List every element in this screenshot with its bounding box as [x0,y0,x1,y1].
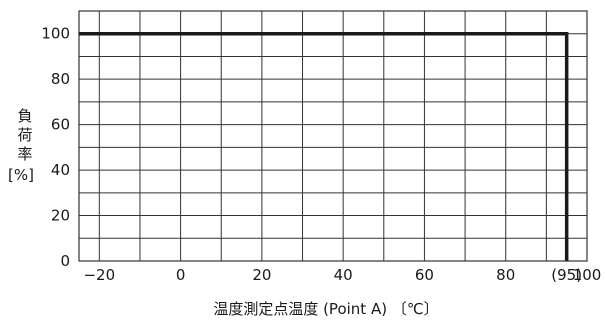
y-axis-title: 負荷率 [%] [8,107,34,184]
x-tick-label: 60 [415,266,434,284]
x-tick-labels: −20 0 20 40 60 80 (95)100 [83,266,601,284]
plot-border [78,10,588,262]
y-axis-title-char: 荷 [17,126,32,144]
x-tick-label: −20 [83,266,115,284]
plot-frame [78,10,588,262]
x-axis-title: 温度測定点温度 (Point A) 〔℃〕 [213,300,438,318]
y-tick-labels: 0 20 40 60 80 100 [41,25,70,270]
y-axis-title-char: 負 [17,107,32,125]
x-tick-label: 20 [252,266,271,284]
y-tick-label: 40 [51,161,70,179]
x-tick-label: 100 [573,266,602,284]
x-tick-label: 40 [334,266,353,284]
y-tick-label: 20 [51,207,70,225]
x-tick-label: 0 [176,266,186,284]
y-tick-label: 100 [41,25,70,43]
series-line-0 [79,31,569,261]
grid [79,10,588,262]
series-layer [79,31,569,261]
y-tick-label: 80 [51,70,70,88]
x-tick-label: 80 [496,266,515,284]
x-tick-label: (95) [551,266,582,284]
y-axis-unit: [%] [8,166,34,184]
y-tick-label: 0 [60,252,70,270]
y-tick-label: 60 [51,116,70,134]
y-axis-title-char: 率 [17,145,32,163]
